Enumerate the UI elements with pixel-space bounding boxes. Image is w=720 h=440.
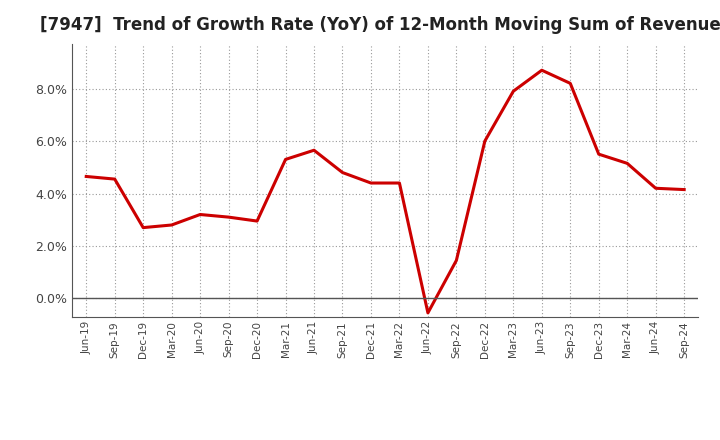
Title: [7947]  Trend of Growth Rate (YoY) of 12-Month Moving Sum of Revenues: [7947] Trend of Growth Rate (YoY) of 12-… xyxy=(40,16,720,34)
